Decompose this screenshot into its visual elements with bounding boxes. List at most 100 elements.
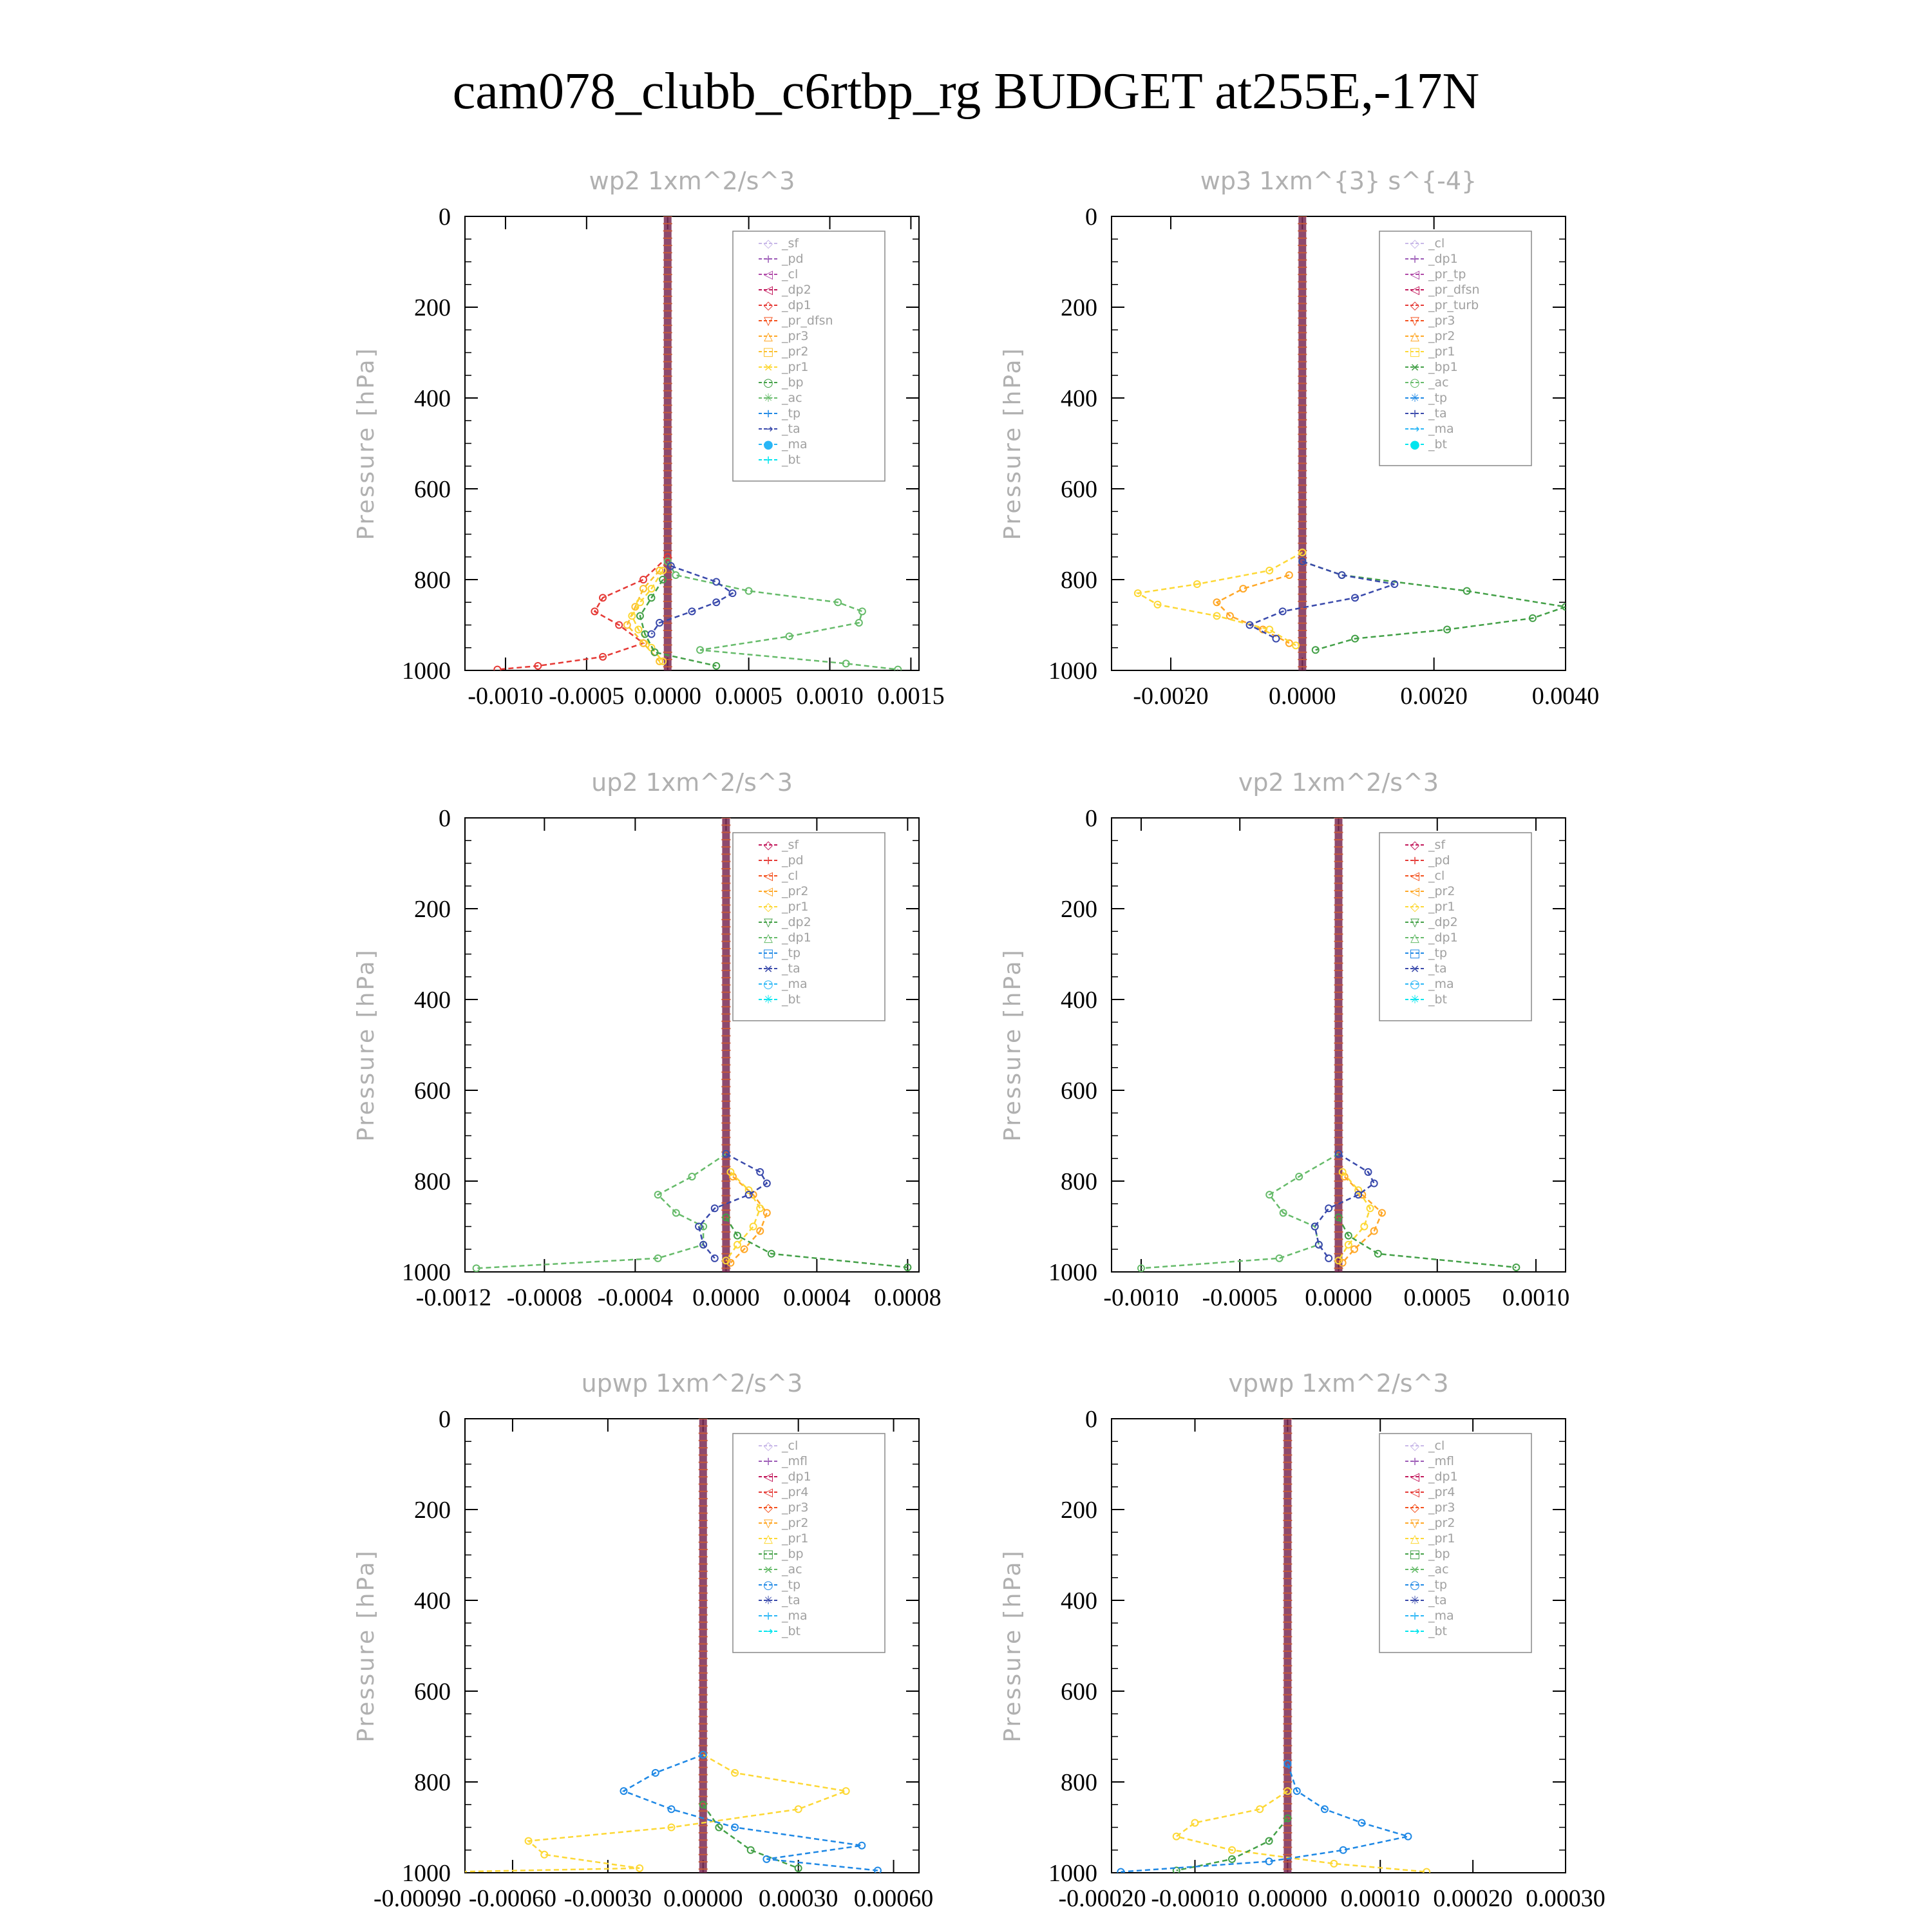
y-tick-label: 0: [1085, 204, 1097, 231]
legend-box: [732, 231, 886, 482]
series-point: [647, 594, 656, 602]
legend-marker: +: [1410, 1455, 1419, 1468]
panel-title: wp3 1xm^{3} s^{-4}: [1200, 167, 1477, 195]
series-point: [1213, 598, 1221, 607]
zero-series-band: [1283, 1419, 1292, 1873]
series-point: [1344, 1231, 1352, 1240]
legend-label: _bt: [1428, 992, 1447, 1007]
y-axis-label: Pressure [hPa]: [999, 1549, 1026, 1742]
legend-label: _pr1: [1428, 1531, 1455, 1546]
legend-marker: ◇: [1410, 1501, 1419, 1515]
legend-marker: →: [1410, 1625, 1419, 1638]
series-point: [740, 1245, 748, 1253]
legend-marker: +: [763, 854, 773, 867]
series-point: [1278, 607, 1287, 616]
y-tick-label: 800: [414, 1168, 451, 1195]
legend-marker: ▽: [764, 1517, 773, 1530]
series-point: [834, 598, 842, 607]
series-line: [1135, 551, 1303, 647]
x-tick-label: 0.0000: [692, 1284, 760, 1311]
legend-marker: ◁: [1410, 869, 1419, 883]
legend-marker: →: [763, 422, 773, 436]
legend-label: _pr2: [1428, 329, 1455, 343]
series-point: [1443, 625, 1452, 634]
legend-label: _pr4: [781, 1485, 808, 1499]
series-group: [472, 818, 912, 1272]
series-point: [1338, 1168, 1347, 1176]
x-tick-label: 0.0015: [877, 683, 945, 710]
series-point: [1423, 1868, 1431, 1873]
series-point: [591, 607, 599, 616]
y-tick-label: 0: [1085, 805, 1097, 832]
series-point: [722, 1150, 730, 1158]
series-point: [659, 657, 667, 665]
legend-box: [1379, 231, 1532, 466]
legend-marker: ◁: [764, 1486, 773, 1499]
series-line: [1338, 1171, 1371, 1262]
x-tick-label: 0.0040: [1532, 683, 1600, 710]
y-tick-label: 400: [414, 1587, 451, 1615]
series-line: [1302, 560, 1566, 651]
series-point: [756, 1204, 764, 1213]
x-tick-label: 0.00010: [1340, 1885, 1420, 1912]
legend-marker: +: [763, 1609, 773, 1623]
zero-series-band: [663, 216, 672, 670]
chart-panel-5: upwp 1xm^2/s^3 Pressure [hPa] 0 200 400 600 80…: [353, 1369, 933, 1912]
series-point: [855, 618, 863, 627]
legend-label: _dp2: [781, 915, 811, 929]
legend-label: _pr_dfsn: [781, 314, 833, 328]
legend-label: _pd: [781, 853, 804, 867]
legend-marker: ✳: [1410, 1594, 1419, 1607]
series-group: [1137, 818, 1520, 1272]
legend-marker: □: [1409, 345, 1420, 359]
series-point: [1265, 1837, 1273, 1845]
legend-label: _cl: [781, 869, 798, 883]
series-point: [599, 594, 607, 602]
series-point: [722, 1213, 730, 1222]
series-point: [1228, 1855, 1236, 1863]
legend-marker: ◇: [1410, 237, 1419, 251]
series-point: [1366, 1204, 1374, 1213]
legend-marker: △: [764, 330, 773, 343]
series-point: [858, 607, 866, 616]
legend-label: _pr1: [1428, 900, 1455, 914]
legend-label: _pr4: [1428, 1485, 1455, 1499]
legend-label: _pd: [781, 252, 804, 266]
series-point: [726, 1168, 735, 1176]
series-point: [1283, 1787, 1292, 1795]
series-line: [1141, 1153, 1340, 1269]
series-point: [639, 585, 647, 593]
legend-label: _ac: [1428, 1562, 1449, 1577]
legend-label: _cl: [781, 267, 798, 281]
series-point: [663, 553, 672, 561]
series-point: [667, 562, 675, 570]
series-line: [725, 1171, 761, 1262]
y-axis-label: Pressure [hPa]: [999, 346, 1026, 540]
series-point: [1364, 1168, 1372, 1176]
legend-label: _mfl: [1428, 1454, 1454, 1468]
y-tick-label: 200: [1061, 896, 1097, 923]
x-tick-label: -0.00010: [1151, 1885, 1238, 1912]
legend-marker: ×: [763, 361, 773, 374]
legend-marker: ▽: [1410, 1517, 1419, 1530]
x-tick-label: -0.0010: [1103, 1284, 1179, 1311]
legend-marker: +: [763, 1455, 773, 1468]
x-tick-label: -0.0012: [416, 1284, 491, 1311]
legend-label: _bt: [781, 1624, 800, 1638]
legend-marker: ●: [763, 438, 773, 451]
series-point: [744, 1191, 753, 1199]
series-point: [1358, 1819, 1366, 1827]
series-point: [712, 661, 721, 670]
y-tick-label: 1000: [1048, 1860, 1097, 1887]
y-tick-label: 400: [414, 385, 451, 412]
x-tick-label: -0.0010: [468, 683, 543, 710]
series-point: [1351, 634, 1359, 643]
legend-label: _ac: [781, 391, 802, 405]
legend-marker: ▽: [1410, 314, 1419, 328]
series-point: [667, 1805, 676, 1814]
series-point: [1320, 1805, 1329, 1814]
legend-label: _sf: [1428, 838, 1446, 852]
series-point: [731, 1823, 739, 1832]
series-point: [762, 1179, 771, 1188]
